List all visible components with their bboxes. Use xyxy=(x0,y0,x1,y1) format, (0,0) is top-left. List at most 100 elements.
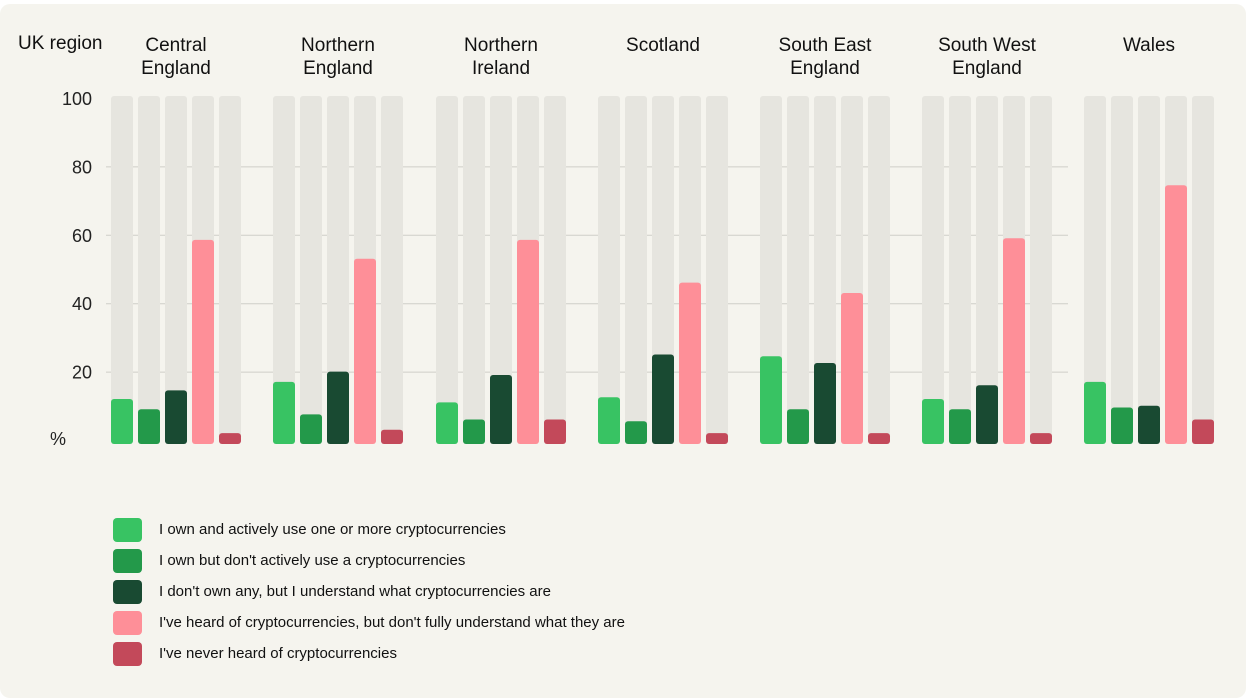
background-bar xyxy=(1084,96,1106,442)
bar xyxy=(625,421,647,444)
bar xyxy=(111,398,133,444)
region-labels: CentralEnglandNorthernEnglandNorthernIre… xyxy=(141,35,1175,79)
legend-swatch xyxy=(113,579,142,604)
background-bar xyxy=(976,96,998,442)
region-label: South West xyxy=(938,35,1037,56)
bar xyxy=(273,381,295,444)
region-label: England xyxy=(790,58,860,79)
background-bar xyxy=(814,96,836,442)
y-tick-label: 40 xyxy=(72,294,92,314)
bar xyxy=(1084,381,1106,444)
bar xyxy=(949,409,971,444)
background-bar xyxy=(111,96,133,442)
y-tick-label: 20 xyxy=(72,363,92,383)
axis-title: UK region xyxy=(18,33,103,54)
bar xyxy=(976,385,998,444)
region-label: England xyxy=(952,58,1022,79)
region-label: Ireland xyxy=(472,58,530,79)
legend: I own and actively use one or more crypt… xyxy=(113,514,625,669)
legend-label: I've never heard of cryptocurrencies xyxy=(159,645,397,662)
bar xyxy=(868,433,890,444)
background-bar xyxy=(760,96,782,442)
background-bar xyxy=(598,96,620,442)
legend-item: I own and actively use one or more crypt… xyxy=(113,514,625,545)
background-bar xyxy=(436,96,458,442)
background-bar xyxy=(706,96,728,442)
legend-item: I don't own any, but I understand what c… xyxy=(113,576,625,607)
bar xyxy=(354,258,376,444)
background-bar xyxy=(490,96,512,442)
background-bar xyxy=(300,96,322,442)
y-tick-label: 60 xyxy=(72,226,92,246)
bar xyxy=(1003,238,1025,444)
y-tick-label: 80 xyxy=(72,157,92,177)
bar xyxy=(436,402,458,444)
legend-swatch xyxy=(113,548,142,573)
bar xyxy=(165,390,187,444)
background-bar xyxy=(463,96,485,442)
background-bar xyxy=(868,96,890,442)
legend-item: I own but don't actively use a cryptocur… xyxy=(113,545,625,576)
background-bar xyxy=(165,96,187,442)
bar xyxy=(192,239,214,444)
bar xyxy=(1192,419,1214,444)
background-bar xyxy=(625,96,647,442)
bar xyxy=(490,375,512,444)
region-label: England xyxy=(303,58,373,79)
background-bar xyxy=(327,96,349,442)
bar xyxy=(300,414,322,444)
legend-item: I've heard of cryptocurrencies, but don'… xyxy=(113,607,625,638)
bar xyxy=(1165,185,1187,444)
background-bar xyxy=(949,96,971,442)
region-label: Central xyxy=(145,35,206,56)
legend-item: I've never heard of cryptocurrencies xyxy=(113,638,625,669)
background-bar xyxy=(787,96,809,442)
region-label: England xyxy=(141,58,211,79)
bar xyxy=(1030,433,1052,444)
y-tick-label: 100 xyxy=(62,89,92,109)
background-bar xyxy=(544,96,566,442)
legend-label: I own and actively use one or more crypt… xyxy=(159,521,506,538)
bar xyxy=(327,371,349,444)
unit-label: % xyxy=(50,429,66,449)
bar xyxy=(463,419,485,444)
bar xyxy=(219,433,241,444)
bar xyxy=(598,397,620,444)
legend-swatch xyxy=(113,517,142,542)
background-bar xyxy=(381,96,403,442)
region-label: Northern xyxy=(464,35,538,56)
region-label: South East xyxy=(779,35,873,56)
legend-swatch xyxy=(113,610,142,635)
bar xyxy=(760,356,782,444)
bar xyxy=(706,433,728,444)
gridlines xyxy=(106,166,1068,373)
bar xyxy=(652,354,674,444)
background-bar xyxy=(1030,96,1052,442)
y-axis-ticks: 100 80 60 40 20 xyxy=(62,89,92,383)
background-bar xyxy=(1111,96,1133,442)
background-bar xyxy=(273,96,295,442)
region-label: Scotland xyxy=(626,35,700,56)
legend-swatch xyxy=(113,641,142,666)
bar xyxy=(138,409,160,444)
bar xyxy=(1111,407,1133,444)
background-bar xyxy=(1138,96,1160,442)
bar xyxy=(787,409,809,444)
bar xyxy=(841,292,863,444)
bar xyxy=(544,419,566,444)
bar xyxy=(814,363,836,444)
bar xyxy=(1138,405,1160,444)
bar xyxy=(922,398,944,444)
chart-card: 100 80 60 40 20 Central England Northern Englan… xyxy=(0,4,1246,698)
legend-label: I don't own any, but I understand what c… xyxy=(159,583,551,600)
bar xyxy=(679,282,701,444)
region-label: Wales xyxy=(1123,35,1175,56)
background-bar xyxy=(1192,96,1214,442)
bar xyxy=(381,429,403,444)
background-bar xyxy=(219,96,241,442)
region-label: Northern xyxy=(301,35,375,56)
background-bar xyxy=(138,96,160,442)
data-bars xyxy=(111,185,1214,444)
legend-label: I own but don't actively use a cryptocur… xyxy=(159,552,466,569)
